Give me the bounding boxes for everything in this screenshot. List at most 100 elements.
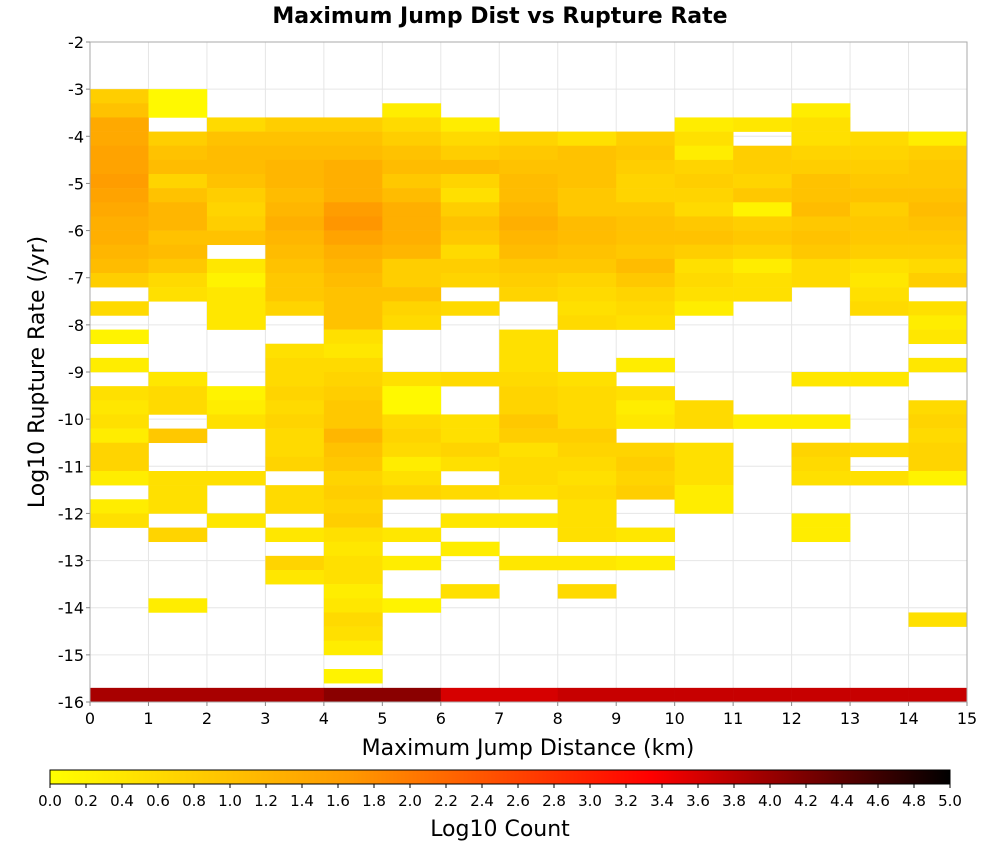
- heatmap-cell: [499, 513, 559, 528]
- heatmap-cell: [206, 216, 266, 231]
- heatmap-cell: [908, 471, 968, 486]
- heatmap-cell: [850, 471, 909, 486]
- heatmap-cell: [440, 244, 500, 260]
- heatmap-cell: [90, 89, 149, 104]
- colorbar: [49, 769, 951, 785]
- heatmap-cell: [382, 471, 442, 486]
- heatmap-cell: [265, 188, 325, 203]
- heatmap-cell: [148, 273, 208, 288]
- heatmap-cell: [323, 230, 383, 246]
- heatmap-cell: [382, 442, 442, 458]
- heatmap-cell: [90, 386, 149, 401]
- heatmap-cell: [616, 456, 675, 472]
- heatmap-cell: [265, 357, 325, 373]
- heatmap-cell: [674, 499, 734, 514]
- heatmap-cell: [616, 159, 675, 175]
- colorbar-tick-label: 0.6: [146, 792, 170, 810]
- heatmap-cell: [382, 555, 442, 571]
- heatmap-cell: [265, 216, 325, 231]
- heatmap-cell: [90, 174, 149, 189]
- heatmap-cell: [499, 442, 559, 458]
- heatmap-cell: [382, 188, 442, 203]
- colorbar-tick-label: 4.4: [830, 792, 854, 810]
- heatmap-cell: [674, 287, 734, 302]
- heatmap-cell: [499, 687, 559, 702]
- x-axis-label: Maximum Jump Distance (km): [362, 736, 695, 761]
- heatmap-cell: [323, 159, 383, 175]
- heatmap-cell: [733, 414, 792, 429]
- colorbar-tick-label: 3.0: [578, 792, 602, 810]
- heatmap-cell: [908, 414, 968, 429]
- heatmap-cell: [90, 687, 149, 702]
- heatmap-cell: [148, 230, 208, 246]
- colorbar-tick-label: 3.4: [650, 792, 674, 810]
- heatmap-cell: [206, 117, 266, 132]
- heatmap-cell: [557, 159, 617, 175]
- heatmap-cell: [265, 527, 325, 543]
- heatmap-cell: [733, 216, 792, 231]
- heatmap-cell: [440, 372, 500, 387]
- heatmap-cell: [323, 174, 383, 189]
- heatmap-cell: [148, 471, 208, 486]
- heatmap-cell: [908, 131, 968, 147]
- heatmap-cell: [850, 230, 909, 246]
- x-tick-label: 5: [377, 709, 387, 728]
- heatmap-cell: [733, 244, 792, 260]
- heatmap-cell: [733, 687, 792, 702]
- heatmap-cell: [148, 527, 208, 543]
- heatmap-cell: [382, 315, 442, 330]
- y-tick-label: -8: [68, 316, 84, 335]
- heatmap-cell: [499, 386, 559, 401]
- heatmap-cell: [323, 442, 383, 458]
- y-tick-label: -15: [58, 646, 84, 665]
- heatmap-cell: [148, 687, 208, 702]
- heatmap-cell: [382, 117, 442, 132]
- heatmap-cell: [850, 301, 909, 316]
- heatmap-cell: [382, 456, 442, 472]
- heatmap-cell: [499, 428, 559, 444]
- heatmap-cell: [499, 258, 559, 274]
- heatmap-cell: [850, 174, 909, 189]
- heatmap-cell: [499, 216, 559, 231]
- heatmap-cell: [557, 202, 617, 217]
- heatmap-cell: [440, 687, 500, 702]
- heatmap-cell: [557, 584, 617, 599]
- heatmap-cell: [674, 258, 734, 274]
- heatmap-cell: [148, 258, 208, 274]
- heatmap-cell: [850, 258, 909, 274]
- heatmap-cell: [733, 202, 792, 217]
- heatmap-cell: [323, 612, 383, 627]
- heatmap-cell: [265, 372, 325, 387]
- y-tick-label: -2: [68, 33, 84, 52]
- heatmap-cell: [908, 400, 968, 415]
- heatmap-cell: [557, 414, 617, 429]
- heatmap-cell: [382, 687, 442, 702]
- heatmap-cell: [148, 103, 208, 118]
- heatmap-cell: [499, 343, 559, 359]
- y-tick-label: -4: [68, 127, 84, 146]
- heatmap-cell: [206, 188, 266, 203]
- heatmap-cell: [616, 315, 675, 330]
- heatmap-cell: [323, 598, 383, 613]
- x-tick-label: 14: [898, 709, 918, 728]
- heatmap-cell: [382, 400, 442, 415]
- heatmap-cell: [206, 131, 266, 147]
- heatmap-cell: [90, 442, 149, 458]
- heatmap-cell: [265, 117, 325, 132]
- heatmap-cell: [850, 188, 909, 203]
- heatmap-cell: [206, 287, 266, 302]
- heatmap-cell: [148, 145, 208, 161]
- heatmap-cell: [557, 244, 617, 260]
- heatmap-cell: [90, 513, 149, 528]
- heatmap-cell: [616, 301, 675, 316]
- heatmap-cell: [674, 456, 734, 472]
- heatmap-cell: [499, 202, 559, 217]
- heatmap-cell: [323, 687, 383, 702]
- heatmap-cell: [206, 513, 266, 528]
- heatmap-cell: [323, 400, 383, 415]
- y-axis-label: Log10 Rupture Rate (/yr): [25, 236, 50, 508]
- heatmap-cell: [265, 442, 325, 458]
- heatmap-cell: [90, 131, 149, 147]
- heatmap-cell: [733, 230, 792, 246]
- heatmap-cell: [616, 188, 675, 203]
